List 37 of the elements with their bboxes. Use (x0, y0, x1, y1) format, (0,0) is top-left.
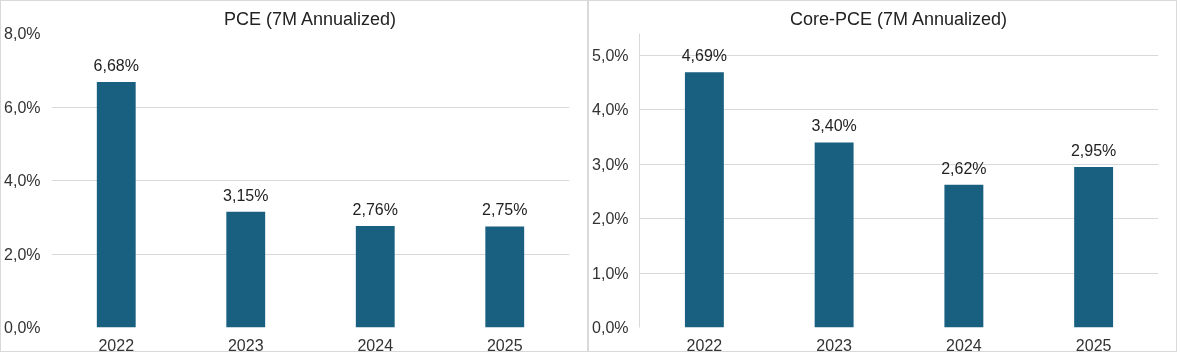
data-label: 2,76% (352, 201, 398, 219)
y-tick-label: 4,0% (592, 101, 629, 119)
bar (485, 226, 525, 328)
y-tick-label: 1,0% (592, 264, 629, 282)
bar (226, 211, 266, 328)
x-tick-label: 2023 (227, 336, 264, 354)
bar (944, 184, 984, 328)
y-tick-label: 0,0% (4, 319, 41, 336)
x-tick-label: 2025 (1075, 336, 1112, 354)
bar (355, 226, 395, 328)
x-tick-label: 2025 (486, 336, 523, 354)
data-label: 3,40% (811, 117, 857, 135)
y-tick-label: 2,0% (592, 210, 629, 228)
y-tick-label: 2,0% (4, 245, 41, 263)
y-tick-label: 5,0% (592, 46, 629, 64)
y-tick-label: 4,0% (4, 172, 41, 189)
chart-title: PCE (7M Annualized) (223, 8, 397, 29)
bar (1074, 166, 1114, 328)
y-tick-label: 3,0% (592, 155, 629, 173)
x-tick-label: 2024 (357, 336, 394, 354)
bar (814, 142, 854, 328)
bar (684, 72, 724, 328)
chart-title: Core-PCE (7M Annualized) (789, 8, 1008, 29)
data-label: 3,15% (223, 186, 269, 204)
data-label: 4,69% (681, 47, 728, 65)
y-tick-label: 0,0% (592, 319, 629, 336)
bar (96, 82, 136, 328)
data-label: 6,68% (93, 57, 139, 75)
x-tick-label: 2024 (946, 336, 982, 354)
x-tick-label: 2022 (98, 336, 135, 354)
data-label: 2,95% (1070, 141, 1117, 159)
y-tick-label: 8,0% (4, 25, 41, 42)
x-tick-label: 2022 (686, 336, 723, 354)
x-tick-label: 2023 (816, 336, 853, 354)
data-label: 2,62% (941, 159, 987, 177)
data-label: 2,75% (482, 201, 528, 219)
y-tick-label: 6,0% (4, 98, 41, 116)
